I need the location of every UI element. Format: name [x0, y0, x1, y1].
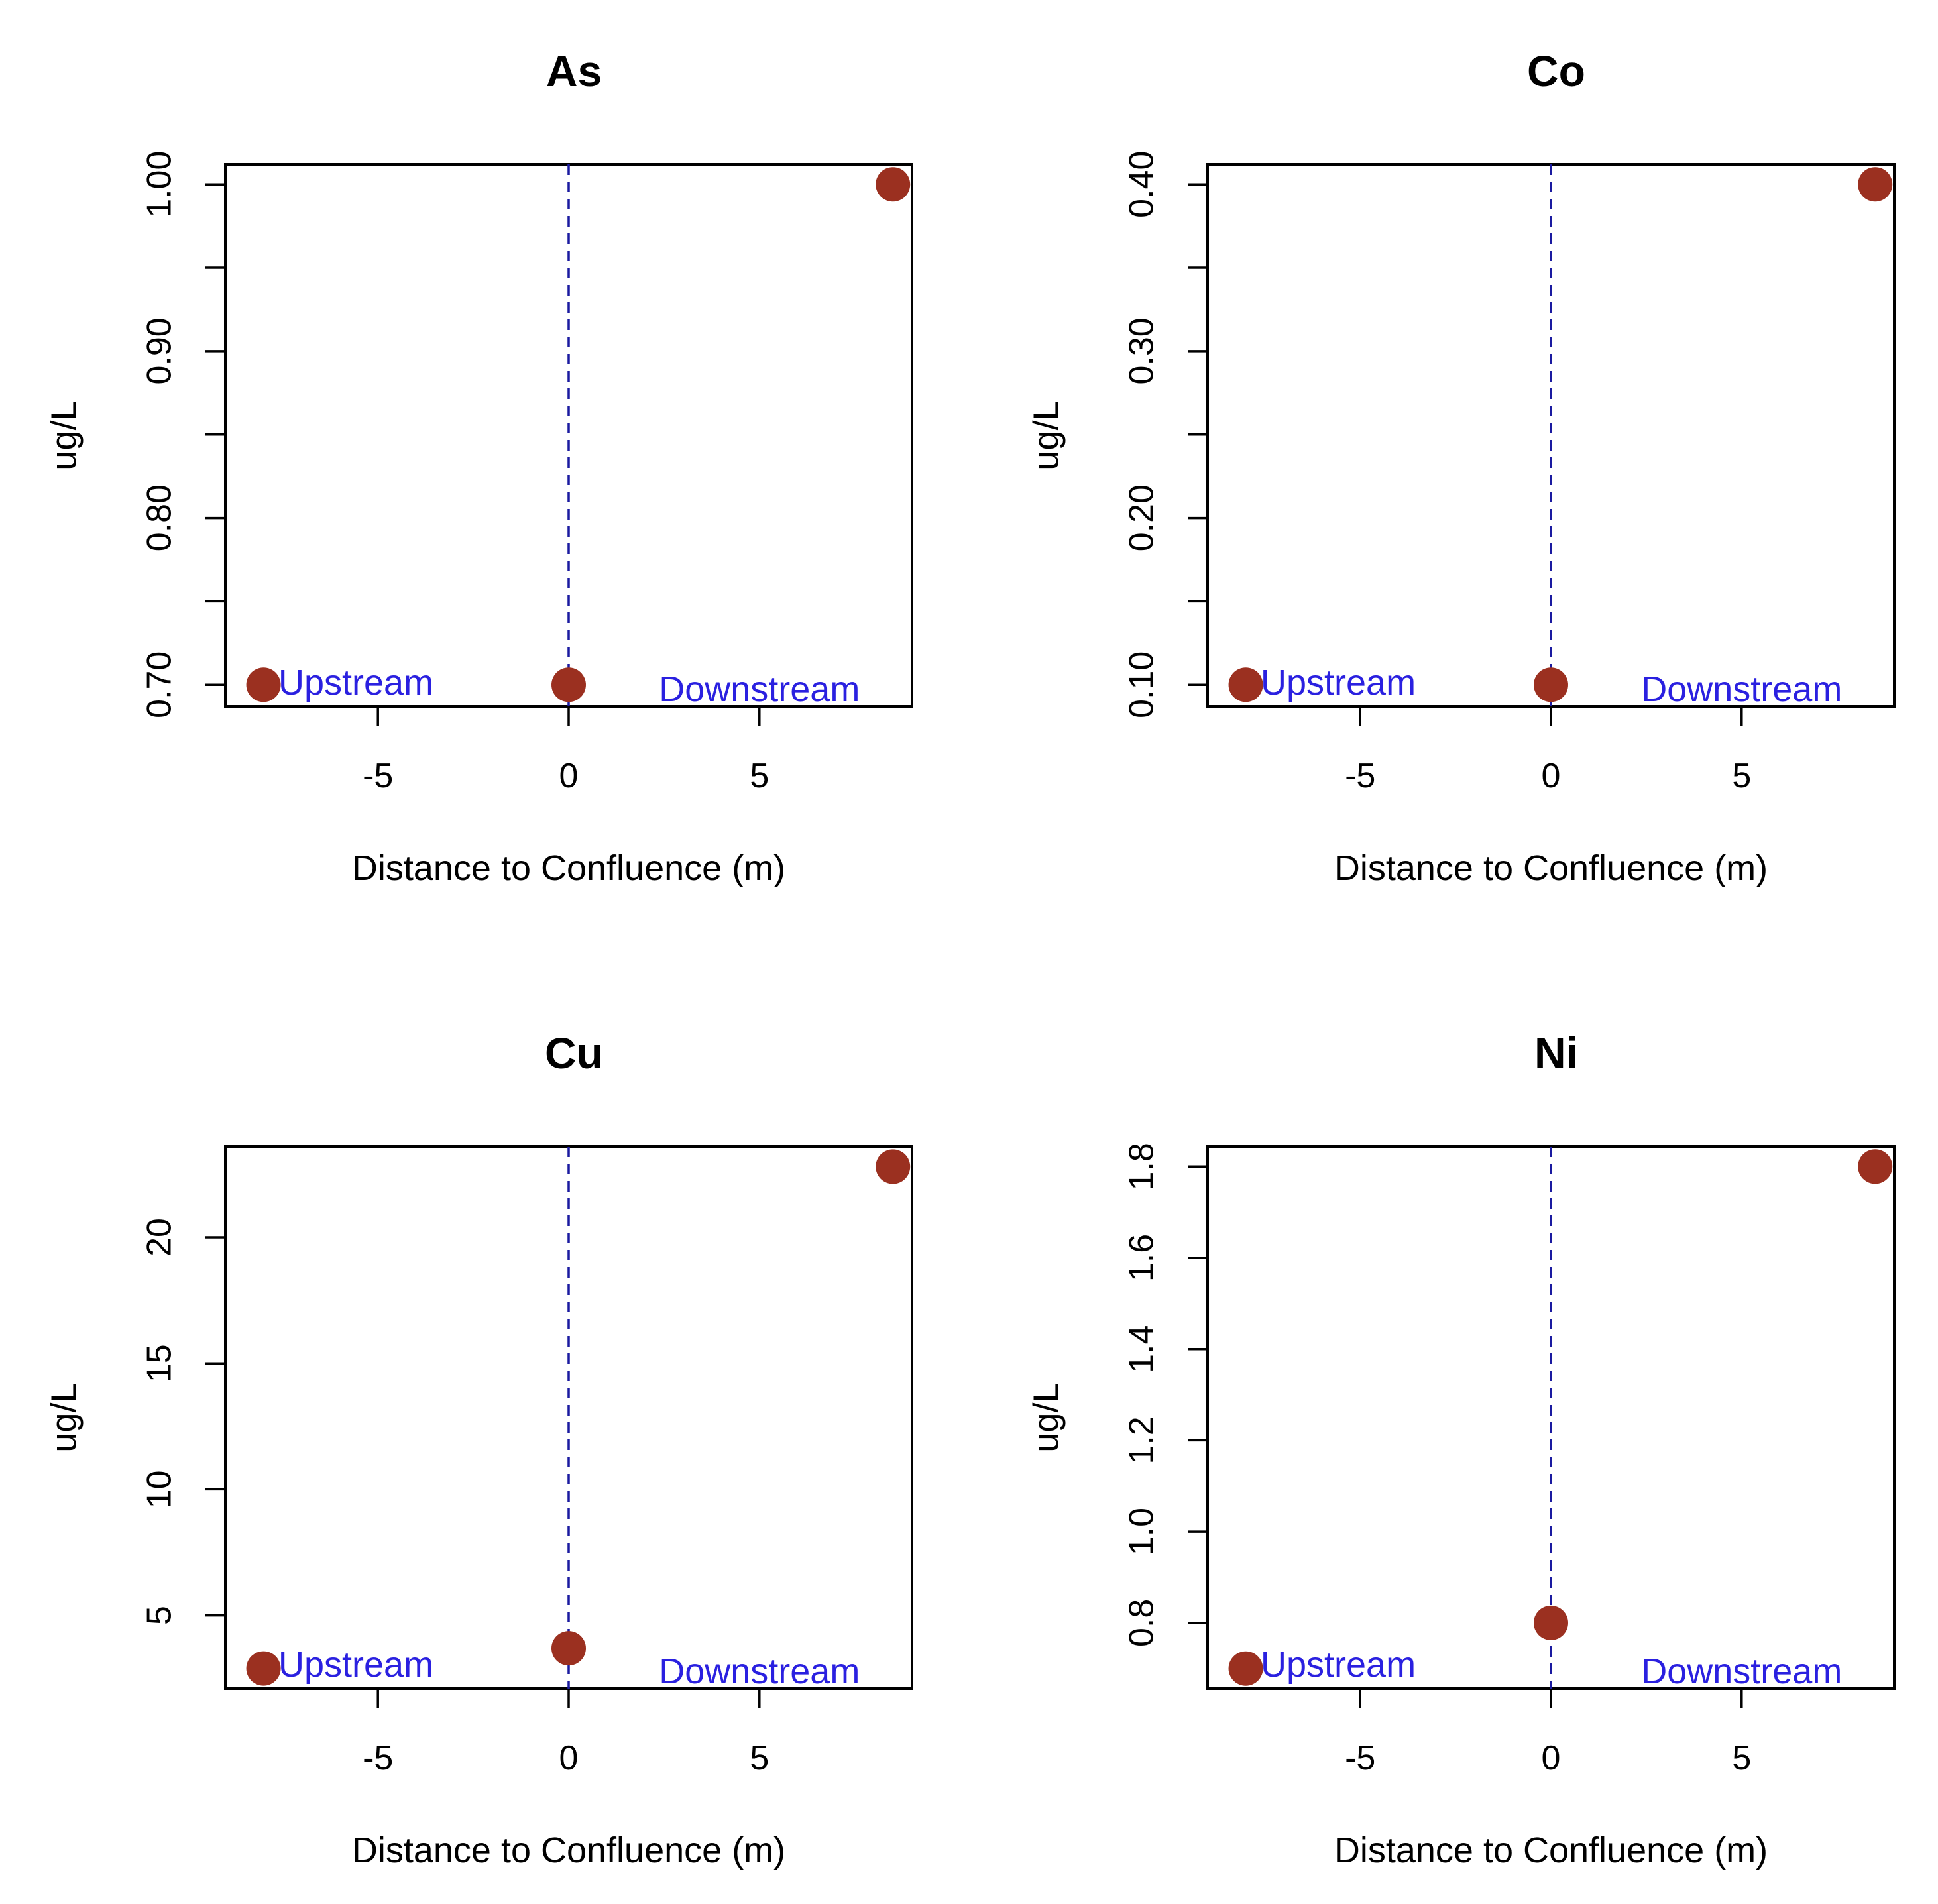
y-axis-label: ug/L: [44, 1382, 84, 1452]
plot-frame: [1206, 163, 1896, 708]
y-axis-label: ug/L: [1026, 400, 1066, 470]
x-tick-label: -5: [363, 757, 393, 795]
upstream-annotation: Upstream: [278, 1645, 433, 1685]
x-axis-label: Distance to Confluence (m): [352, 1830, 785, 1870]
upstream-annotation: Upstream: [1261, 1645, 1416, 1685]
upstream-annotation: Upstream: [278, 663, 433, 702]
x-tick-label: 5: [750, 1739, 769, 1777]
y-tick-label: 1.0: [1123, 1508, 1161, 1555]
data-point: [551, 1631, 586, 1666]
y-tick-label: 0.40: [1123, 151, 1161, 218]
x-tick-label: 5: [1732, 757, 1751, 795]
y-tick-label: 1.2: [1123, 1416, 1161, 1464]
y-tick-label: 0.90: [141, 317, 179, 384]
chart-panel-co: Co -5 0 5 0.10 0.20 0.30 0.40 Distance to Conflu…: [1026, 46, 1896, 888]
data-point: [876, 1149, 911, 1184]
data-point: [246, 1651, 281, 1686]
data-point: [551, 667, 586, 702]
y-tick-label: 15: [141, 1344, 179, 1382]
data-point: [876, 167, 911, 202]
x-tick-label: 0: [559, 757, 579, 795]
data-point: [1228, 1651, 1263, 1686]
upstream-annotation: Upstream: [1261, 663, 1416, 702]
y-tick-label: 1.6: [1123, 1234, 1161, 1282]
y-axis-label: ug/L: [44, 400, 84, 470]
y-tick-label: 0.8: [1123, 1599, 1161, 1647]
y-tick-label: 0.10: [1123, 651, 1161, 718]
data-point: [246, 667, 281, 702]
y-axis-label: ug/L: [1026, 1382, 1066, 1452]
chart-title: Ni: [1534, 1029, 1578, 1078]
data-point: [1228, 667, 1263, 702]
downstream-annotation: Downstream: [1641, 1652, 1842, 1691]
y-tick-label: 1.00: [141, 151, 179, 218]
x-tick-label: -5: [1345, 757, 1375, 795]
chart-title: Cu: [545, 1029, 603, 1078]
downstream-annotation: Downstream: [659, 669, 860, 709]
x-tick-label: 0: [559, 1739, 579, 1777]
x-axis-label: Distance to Confluence (m): [352, 848, 785, 888]
chart-panel-ni: Ni -5 0 5 0.8 1.0 1.2 1.4 1.6 1.8 Distance to Conf…: [1026, 1029, 1896, 1870]
chart-panel-as: As -5 0 5 0.70 0.80 0.90 1.00 Distance to Conflu…: [44, 46, 913, 888]
data-point: [1534, 667, 1568, 702]
x-tick-label: 5: [750, 757, 769, 795]
plot-frame: [224, 163, 913, 708]
y-tick-label: 20: [141, 1218, 179, 1257]
x-tick-label: 0: [1542, 757, 1561, 795]
downstream-annotation: Downstream: [659, 1652, 860, 1691]
y-tick-label: 5: [141, 1606, 179, 1625]
data-point: [1858, 167, 1893, 202]
plot-frame: [224, 1145, 913, 1690]
chart-title: Co: [1527, 46, 1585, 95]
chart-title: As: [546, 46, 602, 95]
x-axis-label: Distance to Confluence (m): [1334, 848, 1768, 888]
x-tick-label: 0: [1542, 1739, 1561, 1777]
y-tick-label: 10: [141, 1471, 179, 1509]
chart-panel-cu: Cu -5 0 5 5 10 15 20 Distance to Confluence (m) u…: [44, 1029, 913, 1870]
data-point: [1858, 1149, 1893, 1184]
y-tick-label: 0.80: [141, 484, 179, 551]
y-tick-label: 1.8: [1123, 1143, 1161, 1190]
x-tick-label: 5: [1732, 1739, 1751, 1777]
downstream-annotation: Downstream: [1641, 669, 1842, 709]
x-tick-label: -5: [363, 1739, 393, 1777]
x-axis-label: Distance to Confluence (m): [1334, 1830, 1768, 1870]
y-tick-label: 1.4: [1123, 1325, 1161, 1373]
y-tick-label: 0.70: [141, 651, 179, 718]
y-tick-label: 0.30: [1123, 317, 1161, 384]
y-tick-label: 0.20: [1123, 484, 1161, 551]
x-tick-label: -5: [1345, 1739, 1375, 1777]
data-point: [1534, 1605, 1568, 1640]
